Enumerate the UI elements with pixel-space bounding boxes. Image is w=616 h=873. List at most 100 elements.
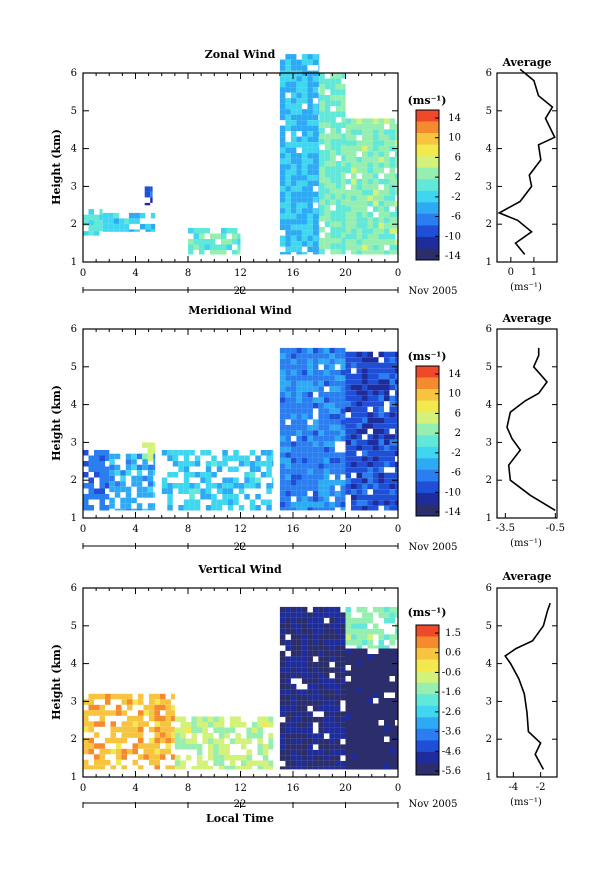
heat-cell — [395, 703, 398, 709]
meridional-cb-cells — [416, 366, 439, 517]
heat-cell — [341, 139, 346, 145]
heat-cell — [233, 477, 239, 483]
heat-cell — [139, 223, 146, 230]
heat-cell — [323, 612, 330, 618]
heat-cell — [246, 755, 252, 761]
heat-cell — [301, 408, 308, 414]
y-tick-label: 2 — [71, 734, 77, 745]
heat-cell — [160, 715, 166, 722]
heat-cell — [105, 699, 111, 705]
heat-cell — [323, 430, 330, 436]
heat-cell — [301, 694, 308, 701]
heat-cell — [373, 665, 379, 671]
heat-cell — [378, 211, 384, 218]
heat-cell — [285, 386, 291, 392]
heat-cell — [296, 496, 302, 502]
heat-cell — [395, 628, 398, 635]
y-tick-label: 4 — [71, 659, 77, 670]
heat-cell — [367, 228, 373, 234]
heat-cell — [319, 227, 325, 233]
heat-cell — [345, 373, 351, 380]
heat-cell — [378, 239, 384, 245]
heat-cell — [138, 693, 144, 700]
heat-cell — [341, 150, 346, 156]
heat-cell — [290, 76, 297, 82]
heat-cell — [285, 353, 291, 359]
heat-cell — [108, 223, 114, 230]
heat-cell — [153, 459, 156, 465]
heat-cell — [202, 733, 208, 739]
heat-cell — [351, 184, 357, 190]
heat-cell — [335, 100, 342, 106]
heat-cell — [88, 710, 94, 716]
heat-cell — [389, 654, 395, 660]
heat-cell — [384, 423, 390, 429]
heat-cell — [356, 681, 362, 687]
heat-cell — [301, 711, 308, 717]
heat-cell — [191, 744, 197, 750]
heat-cell — [153, 447, 156, 454]
heat-cell — [345, 134, 351, 141]
heat-cell — [307, 711, 313, 717]
heat-cell — [279, 208, 286, 214]
heat-cell — [114, 508, 121, 511]
heat-cell — [378, 390, 384, 396]
heat-cell — [99, 466, 105, 472]
heat-cell — [351, 445, 357, 451]
heat-cell — [109, 464, 115, 471]
heat-cell — [340, 683, 346, 690]
heat-cell — [301, 457, 308, 464]
heat-cell — [312, 76, 319, 82]
heat-cell — [335, 227, 342, 233]
heat-cell — [378, 753, 384, 759]
heat-cell — [395, 500, 398, 506]
heat-cell — [384, 703, 390, 709]
heat-cell — [94, 693, 100, 700]
heat-cell — [351, 456, 357, 462]
heat-cell — [160, 693, 166, 700]
heat-cell — [330, 73, 336, 79]
heat-cell — [345, 714, 351, 720]
heat-cell — [312, 54, 319, 60]
heat-cell — [340, 501, 346, 508]
heat-cell — [378, 764, 384, 770]
heat-cell — [218, 716, 225, 722]
heat-cell — [329, 700, 335, 706]
heat-cell — [153, 508, 156, 511]
heat-cell — [389, 687, 395, 693]
heat-cell — [127, 693, 133, 700]
heat-cell — [318, 369, 324, 376]
heat-cell — [257, 716, 263, 722]
heat-cell — [335, 205, 342, 211]
heat-cell — [296, 606, 302, 613]
heat-cell — [323, 738, 330, 745]
heat-cell — [367, 478, 373, 484]
heat-cell — [356, 764, 362, 770]
heat-cell — [105, 472, 110, 478]
heat-cell — [312, 397, 319, 403]
heat-cell — [329, 744, 335, 750]
heat-cell — [301, 760, 308, 767]
heat-cell — [335, 249, 342, 255]
heat-cell — [249, 505, 256, 511]
heat-cell — [114, 464, 121, 471]
heat-cell — [384, 648, 390, 654]
heat-cell — [356, 654, 362, 660]
heat-cell — [384, 747, 390, 753]
heat-cell — [147, 492, 154, 498]
heat-cell — [207, 722, 214, 728]
heat-cell — [279, 241, 286, 247]
heat-cell — [345, 395, 351, 402]
heat-cell — [373, 736, 379, 742]
heat-cell — [362, 494, 368, 501]
heat-cell — [312, 490, 319, 497]
y-tick-label: 3 — [71, 437, 77, 448]
heat-cell — [318, 468, 324, 475]
heat-cell — [378, 406, 384, 413]
heat-cell — [279, 369, 286, 376]
heat-cell — [345, 167, 351, 174]
heat-cell — [367, 134, 373, 141]
heat-cell — [167, 472, 173, 478]
